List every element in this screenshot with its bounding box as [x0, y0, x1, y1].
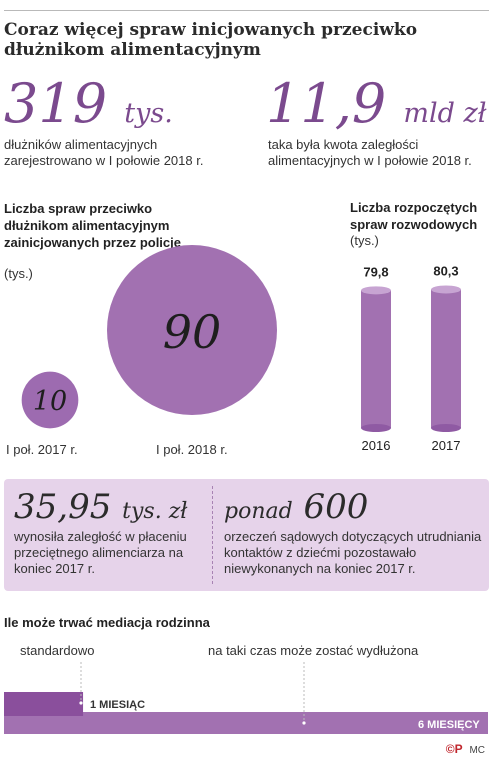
bubble-category-label-1: I poł. 2017 r.: [6, 442, 78, 457]
box-left-number: 35,95 tys. zł: [14, 488, 187, 531]
box-right-value: 600: [303, 487, 369, 527]
mediation-value-extended: 6 MIESIĘCY: [418, 719, 480, 731]
bubble-value-label-1: 10: [33, 386, 67, 417]
mediation-dot-standard: [79, 701, 83, 705]
mediation-title: Ile może trwać mediacja rodzinna: [4, 615, 210, 630]
box-left-description: wynosiła zaległość w płaceniu przeciętne…: [14, 529, 187, 576]
stat-1-unit: tys.: [124, 98, 173, 129]
bar-top-2017: [431, 285, 461, 294]
stat-2-value: 11,9: [266, 72, 387, 135]
stat-1-value: 319: [4, 72, 108, 135]
bar-2017: [431, 289, 461, 428]
stat-2-unit: mld zł: [403, 98, 487, 129]
author-credit: MC: [469, 745, 485, 756]
mediation-bar-extended: [4, 712, 488, 734]
box-right-prefix: ponad: [224, 499, 293, 524]
bar-base-2016: [361, 424, 391, 432]
bar-chart-title: Liczba rozpoczętych spraw rozwodowych: [350, 200, 478, 232]
stat-1-description: dłużników alimentacyjnych zarejestrowano…: [4, 137, 204, 168]
bar-top-2016: [361, 286, 391, 295]
publisher-logo: ©P: [445, 742, 463, 756]
bar-base-2017: [431, 424, 461, 432]
mediation-dot-extended: [302, 721, 306, 725]
mediation-bar-standard: [4, 692, 84, 716]
mediation-bar-chart: [4, 662, 488, 734]
box-left-value: 35,95: [14, 487, 112, 527]
info-box-divider: [212, 486, 213, 584]
stat-1-number: 319 tys.: [4, 76, 173, 142]
page-title: Coraz więcej spraw inicjowanych przeciwk…: [4, 20, 418, 60]
bubble-chart-title: Liczba spraw przeciwko dłużnikom aliment…: [4, 201, 181, 250]
bubble-chart: 10 I poł. 2017 r. 90 I poł. 2018 r.: [6, 245, 277, 457]
bubble-category-label-2: I poł. 2018 r.: [156, 442, 228, 457]
info-box: [4, 479, 489, 591]
box-right-number: ponad 600: [224, 488, 368, 531]
stat-2-description: taka była kwota zaległości alimentacyjny…: [268, 137, 472, 168]
stat-2-number: 11,9 mld zł: [266, 76, 487, 142]
bubble-chart-unit: (tys.): [4, 266, 33, 281]
mediation-value-standard: 1 MIESIĄC: [90, 699, 146, 711]
footer: ©P MC: [446, 742, 485, 756]
bubble-1: [21, 371, 79, 429]
divorce-bar-chart: 79,8 2016 80,3 2017: [361, 263, 461, 453]
bar-value-label-2016: 79,8: [363, 264, 388, 279]
box-right-description: orzeczeń sądowych dotyczących utrudniani…: [224, 529, 482, 576]
top-rule: [4, 10, 489, 11]
bar-category-label-2016: 2016: [362, 438, 391, 453]
box-left-unit: tys. zł: [122, 499, 188, 524]
mediation-label-extended: na taki czas może zostać wydłużona: [208, 643, 419, 658]
bar-chart-unit: (tys.): [350, 233, 379, 248]
bubble-2: [107, 245, 277, 415]
bar-value-label-2017: 80,3: [433, 263, 458, 278]
bar-2016: [361, 290, 391, 428]
mediation-label-standard: standardowo: [20, 643, 95, 658]
bubble-value-label-2: 90: [163, 305, 222, 359]
bar-category-label-2017: 2017: [432, 438, 461, 453]
